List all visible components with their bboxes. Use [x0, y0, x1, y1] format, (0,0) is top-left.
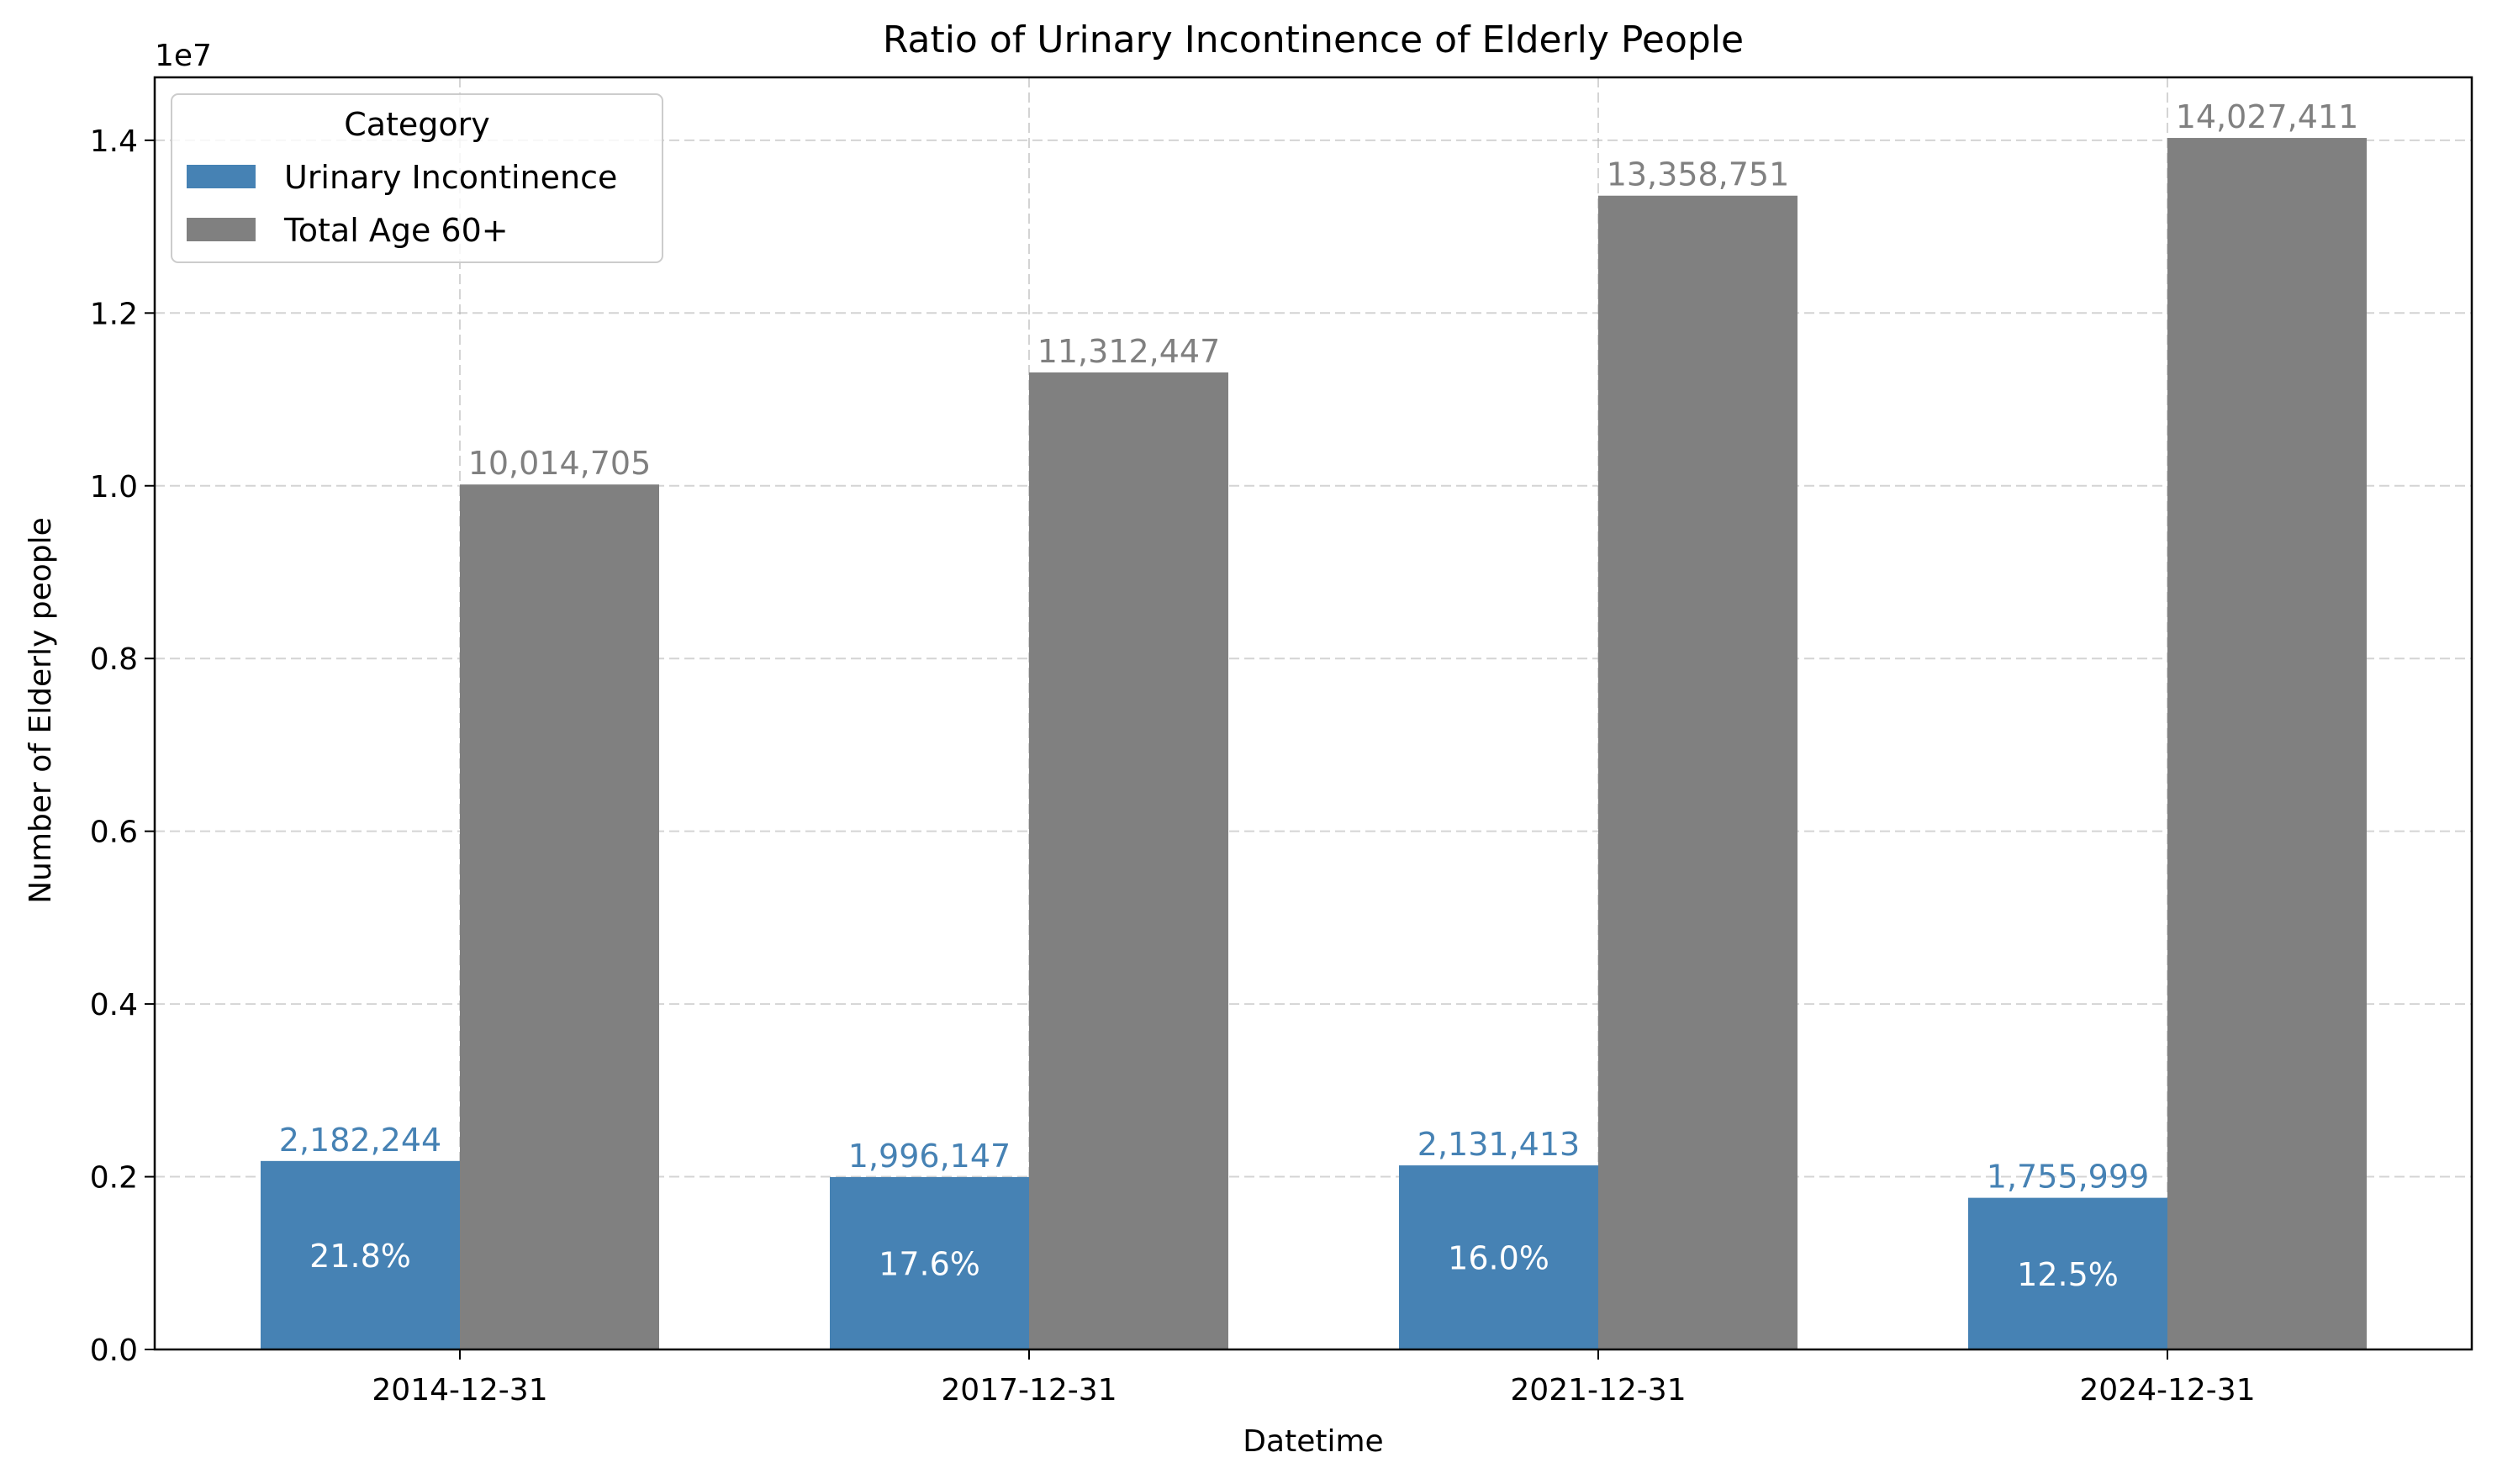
x-tick-label: 2021-12-31 — [1510, 1373, 1686, 1407]
x-tick-label: 2014-12-31 — [372, 1373, 547, 1407]
legend-swatch-total-age-60 — [187, 218, 256, 241]
bar-urinary-incontinence — [1399, 1165, 1598, 1349]
legend-title: Category — [344, 106, 490, 143]
data-label-urinary-incontinence: 2,182,244 — [279, 1122, 441, 1159]
x-tick-label: 2017-12-31 — [941, 1373, 1117, 1407]
x-tick-label: 2024-12-31 — [2079, 1373, 2255, 1407]
ratio-label: 21.8% — [309, 1238, 411, 1275]
data-label-total-age-60: 13,358,751 — [1607, 156, 1790, 193]
bar-urinary-incontinence — [830, 1176, 1029, 1349]
bar-urinary-incontinence — [1968, 1197, 2167, 1349]
legend-label-total-age-60: Total Age 60+ — [283, 212, 509, 249]
legend-label-urinary-incontinence: Urinary Incontinence — [284, 159, 617, 196]
label-layer: 2,182,244 21.8% 1,996,147 17.6% 2,131,413 16.… — [279, 98, 2358, 1293]
data-label-urinary-incontinence: 2,131,413 — [1417, 1126, 1580, 1163]
bar-urinary-incontinence — [261, 1160, 460, 1349]
legend: Category Urinary Incontinence Total Age … — [171, 93, 663, 263]
y-tick-label: 1.2 — [90, 297, 138, 331]
axis-layer: 0.0 0.2 0.4 0.6 0.8 1.0 1.2 1.4 2014-12-31 2017-1… — [90, 124, 2256, 1407]
y-tick-label: 0.0 — [90, 1333, 138, 1368]
x-axis-title: Datetime — [1243, 1424, 1383, 1459]
data-label-total-age-60: 11,312,447 — [1037, 333, 1221, 370]
chart-title: Ratio of Urinary Incontinence of Elderly… — [883, 18, 1744, 61]
y-tick-label: 1.4 — [90, 124, 138, 159]
bar-total-age-60 — [460, 484, 659, 1349]
y-tick-label: 0.2 — [90, 1161, 138, 1196]
legend-swatch-urinary-incontinence — [187, 165, 256, 188]
data-label-total-age-60: 14,027,411 — [2176, 98, 2359, 135]
ratio-label: 16.0% — [1448, 1240, 1549, 1277]
ratio-label: 17.6% — [879, 1245, 980, 1282]
y-tick-label: 0.4 — [90, 988, 138, 1022]
data-label-total-age-60: 10,014,705 — [468, 445, 652, 482]
y-tick-label: 0.6 — [90, 816, 138, 850]
y-tick-label: 1.0 — [90, 470, 138, 504]
data-label-urinary-incontinence: 1,996,147 — [848, 1138, 1011, 1175]
bar-total-age-60 — [1029, 372, 1228, 1349]
bar-total-age-60 — [2167, 138, 2367, 1349]
y-offset-text: 1e7 — [155, 39, 212, 73]
legend-box — [171, 93, 663, 263]
data-label-urinary-incontinence: 1,755,999 — [1987, 1159, 2149, 1196]
plot-frame — [153, 76, 2473, 1351]
y-tick-label: 0.8 — [90, 642, 138, 677]
ratio-label: 12.5% — [2017, 1256, 2119, 1293]
bar-total-age-60 — [1598, 195, 1798, 1350]
bar-layer — [261, 138, 2367, 1350]
y-axis-title: Number of Elderly people — [24, 517, 58, 904]
